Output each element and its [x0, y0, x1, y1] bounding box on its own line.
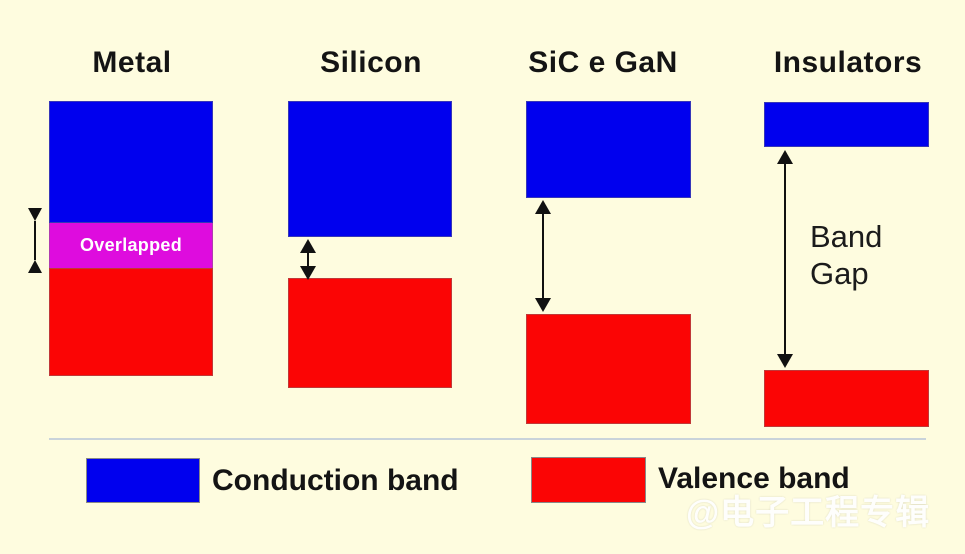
arrowhead-down-icon: [28, 208, 42, 221]
band-gap-label: Band Gap: [810, 218, 882, 292]
arrowhead-up-icon: [535, 200, 551, 214]
sic-gan-conduction-band: [526, 101, 691, 198]
band-gap-line1: Band: [810, 219, 883, 254]
metal-overlap-band: Overlapped: [49, 223, 213, 268]
insulators-valence-band: [764, 370, 929, 427]
band-gap-line2: Gap: [810, 256, 869, 291]
metal-overlap-arrow: [28, 208, 42, 273]
legend-divider-line: [49, 438, 926, 440]
sic-gan-valence-band: [526, 314, 691, 424]
arrowhead-down-icon: [777, 354, 793, 368]
arrowhead-up-icon: [777, 150, 793, 164]
insulators-conduction-band: [764, 102, 929, 147]
sic-gan-bandgap-arrow: [535, 200, 551, 312]
column-title-metal: Metal: [92, 46, 172, 79]
arrowhead-up-icon: [300, 239, 316, 253]
arrowhead-down-icon: [300, 266, 316, 280]
metal-conduction-band: [49, 101, 213, 223]
column-title-sic-gan: SiC e GaN: [528, 46, 678, 79]
silicon-valence-band: [288, 278, 452, 388]
arrowhead-up-icon: [28, 260, 42, 273]
column-title-silicon: Silicon: [320, 46, 422, 79]
metal-valence-band: [49, 268, 213, 376]
legend-conduction-swatch: [86, 458, 200, 503]
silicon-bandgap-arrow: [300, 239, 316, 280]
legend-valence-swatch: [531, 457, 646, 503]
watermark-text: @电子工程专辑: [686, 494, 931, 532]
insulators-bandgap-arrow: [777, 150, 793, 368]
overlapped-label: Overlapped: [79, 235, 183, 255]
legend-valence-label: Valence band: [658, 462, 850, 495]
legend-conduction-label: Conduction band: [212, 464, 459, 497]
column-title-insulators: Insulators: [773, 46, 923, 79]
arrowhead-down-icon: [535, 298, 551, 312]
silicon-conduction-band: [288, 101, 452, 237]
